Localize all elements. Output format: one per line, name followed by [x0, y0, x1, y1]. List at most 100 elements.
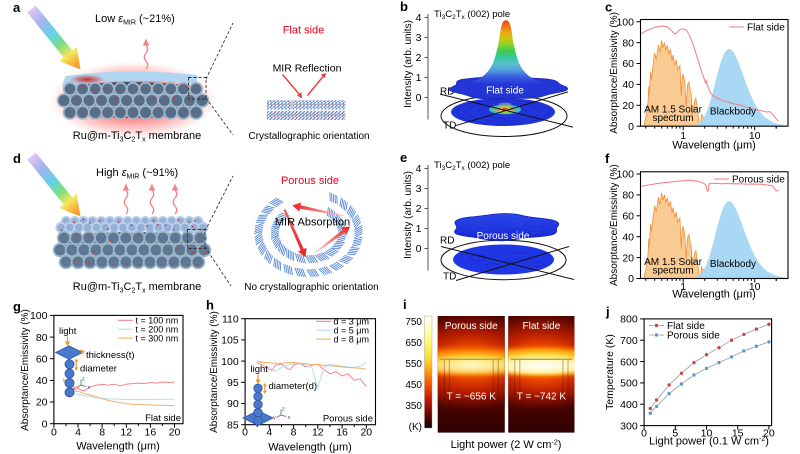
svg-text:40: 40 — [36, 375, 48, 387]
svg-text:Ru@m-Ti3C2Tx membrane: Ru@m-Ti3C2Tx membrane — [73, 130, 201, 144]
svg-text:20: 20 — [622, 100, 634, 112]
svg-text:Absorptance/Emissivity (%): Absorptance/Emissivity (%) — [209, 311, 220, 433]
svg-text:2: 2 — [416, 52, 422, 64]
svg-text:95: 95 — [227, 377, 239, 389]
svg-text:350: 350 — [405, 401, 422, 412]
svg-text:1: 1 — [680, 281, 686, 293]
svg-text:400: 400 — [620, 399, 638, 411]
svg-text:thickness(t): thickness(t) — [86, 350, 135, 361]
svg-text:h: h — [206, 298, 214, 313]
svg-text:100: 100 — [616, 169, 634, 181]
svg-text:T = ~742 K: T = ~742 K — [517, 392, 567, 403]
svg-text:12: 12 — [120, 427, 132, 439]
svg-text:Ru@m-Ti3C2Tx membrane: Ru@m-Ti3C2Tx membrane — [73, 281, 201, 295]
svg-text:x: x — [288, 415, 291, 421]
svg-text:d = 5 μm: d = 5 μm — [334, 325, 369, 335]
svg-text:diameter: diameter — [80, 364, 117, 375]
svg-text:t = 200 nm: t = 200 nm — [136, 324, 179, 334]
svg-text:Porous side: Porous side — [323, 414, 373, 425]
svg-text:800: 800 — [620, 314, 638, 326]
svg-text:b: b — [400, 0, 408, 14]
svg-text:AM 1.5 Solar: AM 1.5 Solar — [644, 105, 702, 116]
svg-text:y: y — [73, 385, 76, 391]
svg-text:Porous side: Porous side — [281, 175, 339, 187]
svg-text:100: 100 — [221, 356, 239, 368]
svg-text:0: 0 — [628, 273, 634, 285]
svg-text:light: light — [59, 326, 77, 337]
svg-text:t = 300 nm: t = 300 nm — [136, 333, 179, 343]
svg-text:80: 80 — [622, 190, 634, 202]
svg-text:105: 105 — [221, 335, 239, 347]
svg-text:Absorptance/Emissivity (%): Absorptance/Emissivity (%) — [609, 12, 620, 134]
svg-text:0: 0 — [641, 428, 647, 440]
svg-text:c: c — [605, 0, 612, 15]
svg-text:8: 8 — [99, 427, 105, 439]
svg-text:100: 100 — [616, 16, 634, 28]
svg-text:spectrum: spectrum — [652, 265, 693, 276]
svg-text:i: i — [403, 297, 407, 312]
svg-text:5: 5 — [672, 428, 678, 440]
svg-text:Flat side: Flat side — [747, 23, 785, 34]
svg-text:Flat side: Flat side — [145, 413, 181, 424]
svg-text:Crystallographic orientation: Crystallographic orientation — [248, 131, 369, 142]
svg-text:0: 0 — [51, 427, 57, 439]
svg-text:f: f — [605, 151, 610, 166]
svg-text:600: 600 — [620, 356, 638, 368]
svg-text:4: 4 — [416, 163, 422, 175]
svg-text:x: x — [88, 385, 91, 391]
svg-text:Ti3C2Tx (002) pole: Ti3C2Tx (002) pole — [434, 160, 510, 172]
svg-text:10: 10 — [749, 281, 761, 293]
svg-text:100: 100 — [30, 310, 48, 322]
svg-text:110: 110 — [222, 313, 239, 325]
svg-text:t = 100 nm: t = 100 nm — [136, 316, 179, 326]
svg-text:No crystallographic orientatio: No crystallographic orientation — [244, 282, 379, 293]
svg-text:Blackbody: Blackbody — [710, 107, 756, 118]
svg-text:750: 750 — [405, 317, 422, 328]
svg-text:20: 20 — [169, 427, 181, 439]
svg-text:(K): (K) — [409, 422, 422, 433]
svg-text:z: z — [82, 377, 85, 383]
svg-text:y: y — [273, 415, 276, 421]
svg-text:Wavelength (μm): Wavelength (μm) — [672, 289, 756, 301]
svg-text:20: 20 — [763, 428, 775, 440]
svg-text:spectrum: spectrum — [652, 113, 693, 124]
svg-text:3: 3 — [416, 183, 422, 195]
svg-text:High εMIR (~91%): High εMIR (~91%) — [96, 167, 178, 181]
svg-text:Porous side: Porous side — [667, 331, 720, 342]
svg-text:8: 8 — [291, 427, 297, 439]
svg-text:0: 0 — [628, 121, 634, 133]
svg-text:20: 20 — [36, 397, 48, 409]
svg-text:Wavelength (μm): Wavelength (μm) — [76, 441, 160, 453]
svg-text:MIR Reflection: MIR Reflection — [273, 63, 342, 75]
svg-text:16: 16 — [145, 427, 157, 439]
svg-text:Intensity (arb. units): Intensity (arb. units) — [403, 171, 414, 259]
svg-text:300: 300 — [620, 420, 638, 432]
svg-text:Low εMIR (~21%): Low εMIR (~21%) — [95, 13, 175, 27]
svg-text:T = ~656 K: T = ~656 K — [447, 392, 497, 403]
svg-text:z: z — [282, 407, 285, 413]
svg-text:Intensity (arb. units): Intensity (arb. units) — [403, 20, 414, 108]
svg-text:700: 700 — [620, 335, 638, 347]
svg-text:Ti3C2Tx (002) pole: Ti3C2Tx (002) pole — [434, 9, 510, 21]
svg-text:20: 20 — [360, 427, 372, 439]
svg-text:diameter(d): diameter(d) — [269, 381, 318, 392]
svg-text:550: 550 — [405, 359, 422, 370]
svg-text:650: 650 — [405, 338, 422, 349]
svg-text:TD: TD — [443, 121, 456, 132]
svg-text:d: d — [13, 151, 21, 166]
svg-text:Wavelength (μm): Wavelength (μm) — [672, 140, 756, 152]
svg-text:d = 8 μm: d = 8 μm — [334, 334, 369, 344]
svg-text:e: e — [400, 150, 407, 165]
svg-text:80: 80 — [36, 332, 48, 344]
svg-text:0: 0 — [42, 418, 48, 430]
svg-text:500: 500 — [620, 378, 638, 390]
svg-text:Light power (2 W cm-2): Light power (2 W cm-2) — [451, 439, 562, 451]
svg-text:60: 60 — [622, 58, 634, 70]
svg-text:40: 40 — [622, 231, 634, 243]
svg-text:g: g — [13, 299, 21, 314]
svg-text:0: 0 — [416, 92, 422, 104]
svg-text:60: 60 — [36, 353, 48, 365]
svg-text:Wavelength (μm): Wavelength (μm) — [268, 442, 352, 454]
svg-text:16: 16 — [336, 427, 348, 439]
svg-text:0: 0 — [416, 243, 422, 255]
